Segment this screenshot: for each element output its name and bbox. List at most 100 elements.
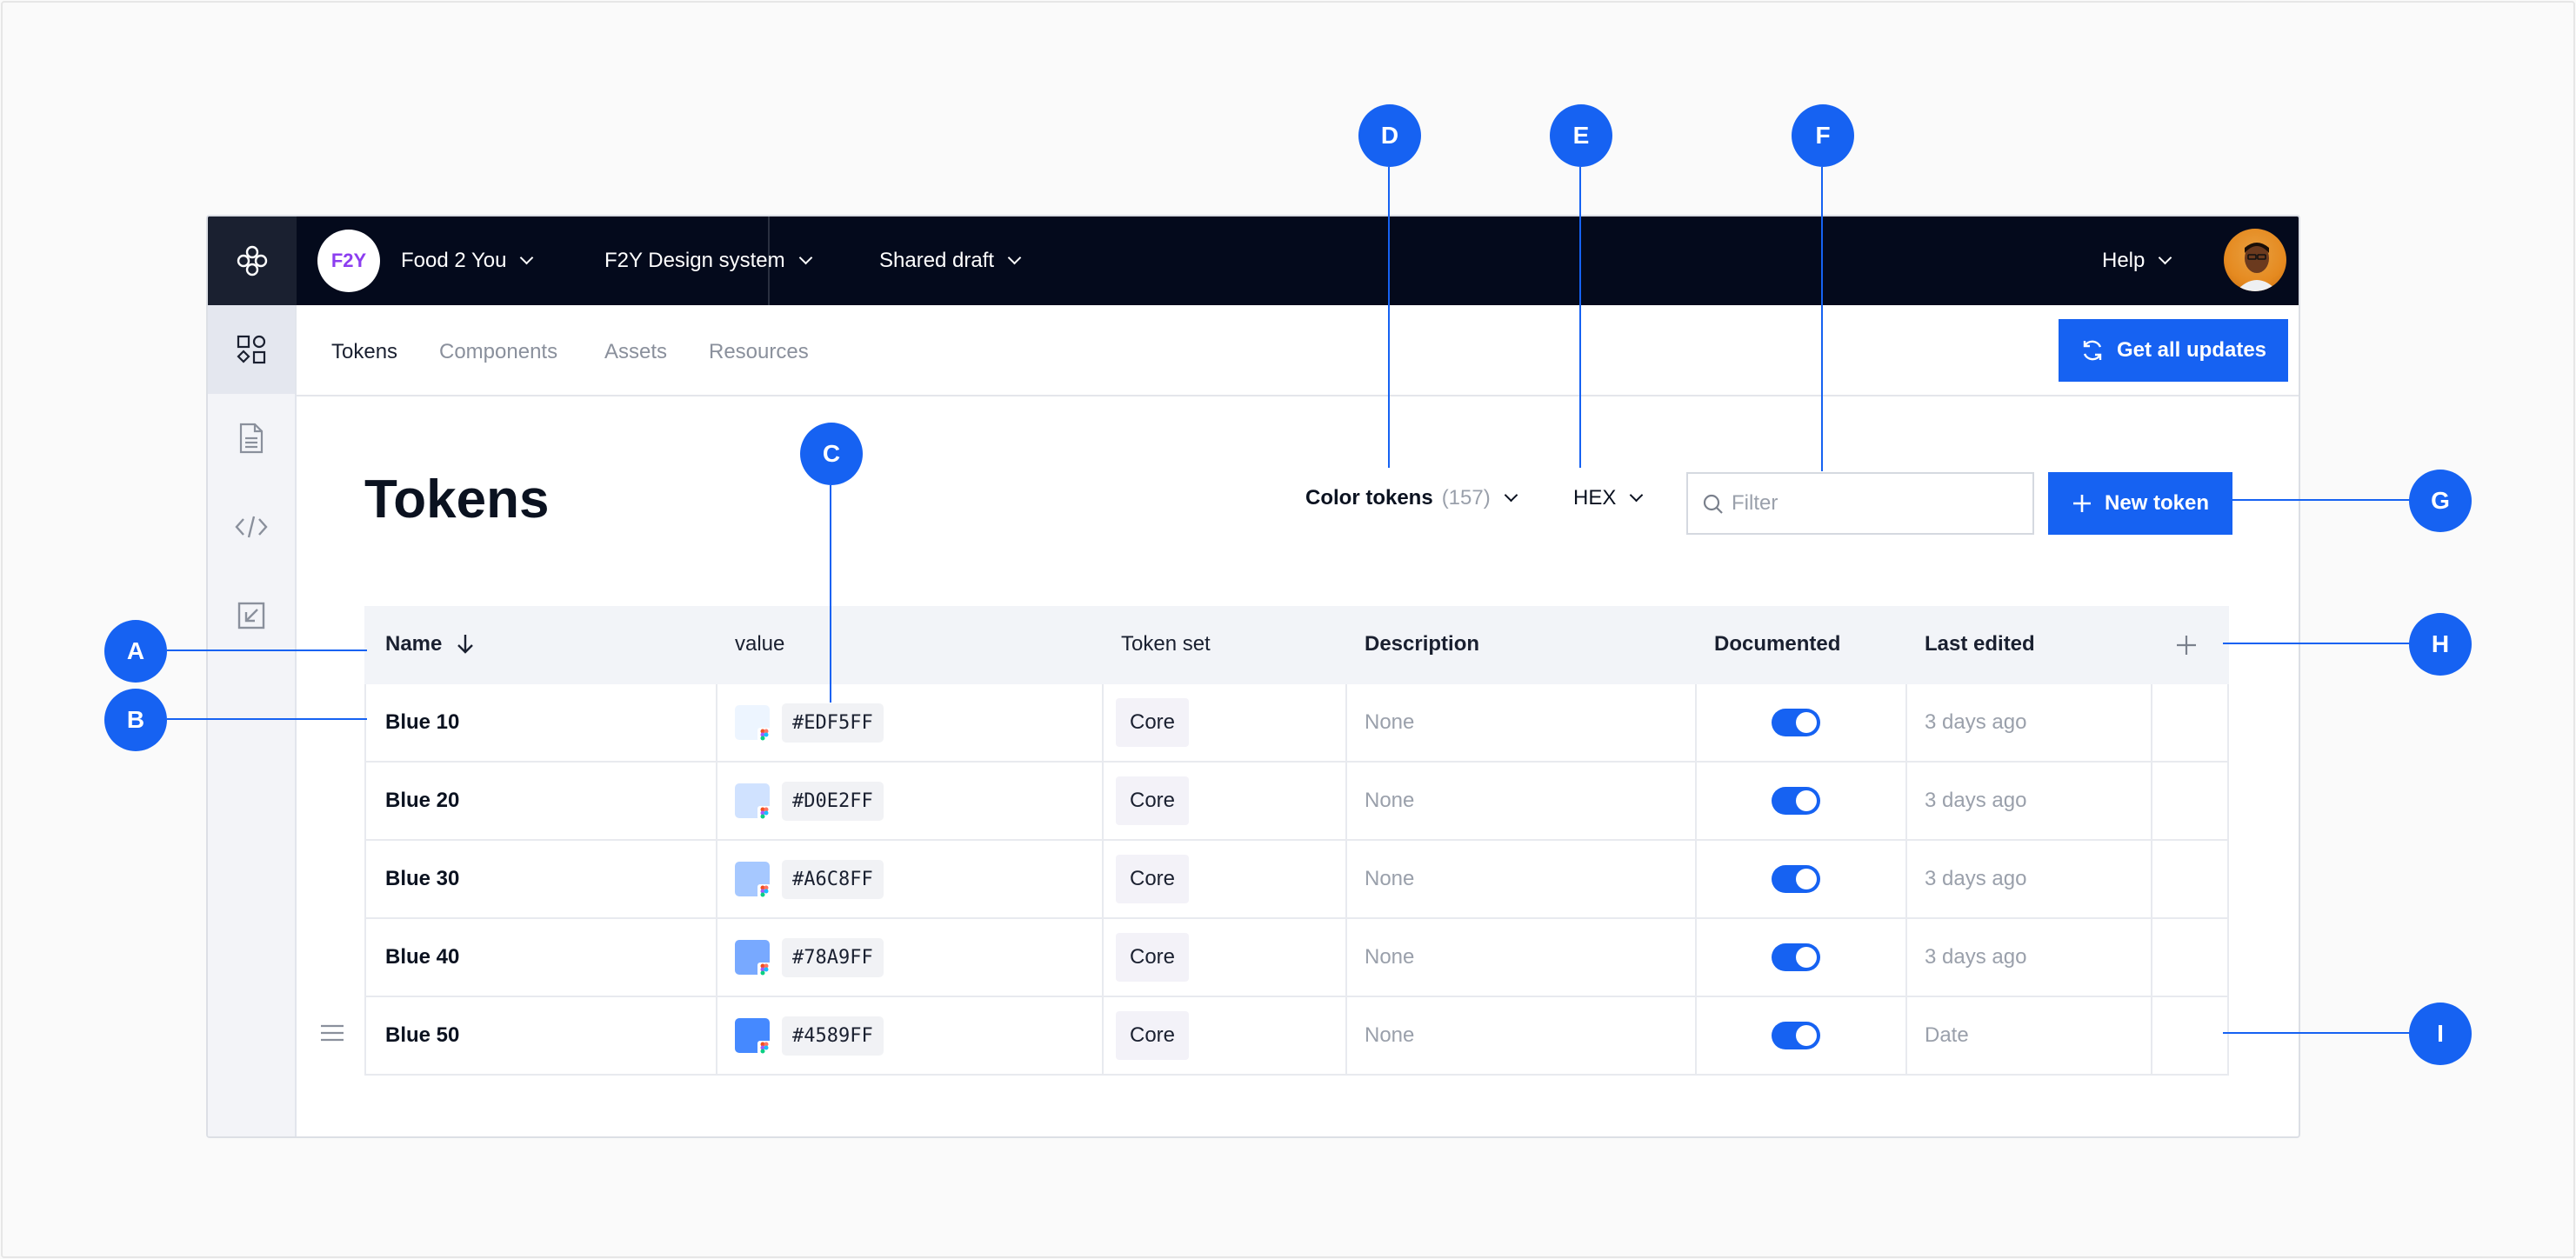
chevron-down-icon <box>2159 250 2172 264</box>
tokens-table: Name value Token set Description Documen… <box>364 606 2229 1076</box>
token-description[interactable]: None <box>1365 945 1415 969</box>
add-column-icon[interactable] <box>2175 634 2198 656</box>
help-menu[interactable]: Help <box>2102 216 2172 305</box>
cell-divider <box>1905 841 1907 917</box>
column-name-label: Name <box>385 632 443 656</box>
table-row[interactable]: Blue 30 #A6C8FF Core None 3 days ago <box>364 841 2229 919</box>
chevron-down-icon <box>1007 250 1022 264</box>
project-name: F2Y Design system <box>604 249 785 272</box>
figma-icon <box>757 884 771 898</box>
documented-toggle[interactable] <box>1772 1022 1820 1049</box>
table-row[interactable]: Blue 10 #EDF5FF Core None 3 days ago <box>364 684 2229 763</box>
callout-line <box>2232 499 2411 501</box>
new-token-button[interactable]: New token <box>2048 472 2232 535</box>
refresh-icon <box>2083 340 2102 361</box>
nav-tabs: Tokens Components Assets Resources Get a… <box>297 305 2299 396</box>
token-value[interactable]: #A6C8FF <box>735 841 884 917</box>
logo-icon <box>237 245 268 276</box>
avatar[interactable] <box>2224 229 2286 291</box>
app-logo[interactable] <box>208 216 297 305</box>
column-name[interactable]: Name <box>385 632 475 656</box>
chevron-down-icon <box>1630 488 1644 502</box>
callout-e: E <box>1550 104 1612 167</box>
callout-d: D <box>1358 104 1421 167</box>
token-type-dropdown[interactable]: Color tokens (157) <box>1305 486 1518 510</box>
documented-toggle[interactable] <box>1772 709 1820 736</box>
token-name[interactable]: Blue 30 <box>385 867 460 890</box>
token-set-chip: Core <box>1116 698 1190 747</box>
token-set: Core <box>1116 919 1190 996</box>
format-dropdown[interactable]: HEX <box>1573 486 1644 510</box>
token-set-chip: Core <box>1116 1011 1190 1060</box>
token-description[interactable]: None <box>1365 710 1415 734</box>
tab-tokens[interactable]: Tokens <box>331 340 398 363</box>
hex-value: #D0E2FF <box>782 781 884 821</box>
documented-toggle[interactable] <box>1772 943 1820 971</box>
column-value[interactable]: value <box>735 632 785 656</box>
sort-down-icon <box>457 635 474 654</box>
documented-cell <box>1772 841 1820 917</box>
token-name[interactable]: Blue 20 <box>385 789 460 812</box>
table-row[interactable]: Blue 40 #78A9FF Core None 3 days ago <box>364 919 2229 997</box>
tab-assets[interactable]: Assets <box>604 340 668 363</box>
color-swatch <box>735 783 771 820</box>
callout-b: B <box>104 689 167 751</box>
color-swatch <box>735 940 771 976</box>
cell-divider <box>1695 919 1697 996</box>
cell-divider <box>2151 997 2152 1074</box>
org-switcher[interactable]: F2Y Food 2 You <box>297 216 770 305</box>
token-name[interactable]: Blue 50 <box>385 1023 460 1047</box>
cell-divider <box>2151 763 2152 839</box>
drag-handle-icon[interactable] <box>319 1023 345 1043</box>
filter-input[interactable]: Filter <box>1686 472 2034 535</box>
get-all-updates-button[interactable]: Get all updates <box>2059 319 2288 382</box>
sidebar-item-import[interactable] <box>208 571 295 660</box>
sidebar-item-tokens[interactable] <box>208 305 295 394</box>
token-value[interactable]: #78A9FF <box>735 919 884 996</box>
project-switcher[interactable]: F2Y Design system <box>604 216 812 305</box>
token-value[interactable]: #4589FF <box>735 997 884 1074</box>
callout-line <box>2223 1032 2411 1034</box>
cell-divider <box>2151 841 2152 917</box>
documented-toggle[interactable] <box>1772 787 1820 815</box>
documented-cell <box>1772 919 1820 996</box>
top-bar: F2Y Food 2 You F2Y Design system Shared … <box>208 216 2299 305</box>
cell-divider <box>1905 684 1907 761</box>
tab-resources[interactable]: Resources <box>709 340 809 363</box>
token-value[interactable]: #D0E2FF <box>735 763 884 839</box>
cell-divider <box>1102 763 1104 839</box>
cell-divider <box>1102 997 1104 1074</box>
callout-g: G <box>2409 470 2472 532</box>
hex-value: #A6C8FF <box>782 859 884 899</box>
token-name[interactable]: Blue 40 <box>385 945 460 969</box>
table-row[interactable]: Blue 20 #D0E2FF Core None 3 days ago <box>364 763 2229 841</box>
documented-cell <box>1772 763 1820 839</box>
token-description[interactable]: None <box>1365 867 1415 890</box>
sidebar-item-docs[interactable] <box>208 394 295 483</box>
token-value[interactable]: #EDF5FF <box>735 684 884 761</box>
hex-value: #4589FF <box>782 1016 884 1056</box>
chevron-down-icon <box>1504 488 1518 502</box>
column-description[interactable]: Description <box>1365 632 1480 656</box>
callout-a: A <box>104 620 167 683</box>
token-description[interactable]: None <box>1365 789 1415 812</box>
documented-toggle[interactable] <box>1772 865 1820 893</box>
sidebar-item-code[interactable] <box>208 483 295 571</box>
last-edited: 3 days ago <box>1925 789 2027 812</box>
last-edited: Date <box>1925 1023 1969 1047</box>
cell-divider <box>1695 841 1697 917</box>
callout-h: H <box>2409 613 2472 676</box>
figma-icon <box>757 728 771 742</box>
column-token-set[interactable]: Token set <box>1121 632 1211 656</box>
tab-components[interactable]: Components <box>439 340 558 363</box>
get-all-updates-label: Get all updates <box>2116 338 2267 362</box>
column-documented[interactable]: Documented <box>1714 632 1841 656</box>
token-name[interactable]: Blue 10 <box>385 710 460 734</box>
branch-switcher[interactable]: Shared draft <box>879 216 1022 305</box>
cell-divider <box>1695 684 1697 761</box>
last-edited: 3 days ago <box>1925 867 2027 890</box>
cell-divider <box>1345 919 1347 996</box>
column-last-edited[interactable]: Last edited <box>1925 632 2035 656</box>
token-description[interactable]: None <box>1365 1023 1415 1047</box>
table-row[interactable]: Blue 50 #4589FF Core None Date <box>364 997 2229 1076</box>
